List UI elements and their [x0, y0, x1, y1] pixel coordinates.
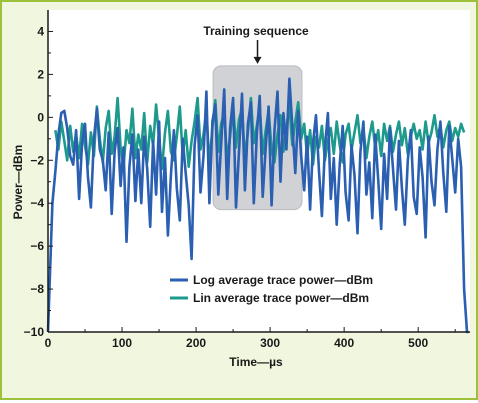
x-tick-label: 0: [45, 336, 52, 350]
legend: Log average trace power—dBm Lin average …: [170, 273, 373, 305]
y-tick-label: −2: [30, 153, 44, 167]
power-vs-time-chart: 0 100 200 300 400 500 4 2 0 −2 −4 −6 −8 −10 Training …: [11, 10, 470, 369]
y-tick-label: −8: [30, 282, 44, 296]
x-axis-label: Time—µs: [229, 355, 283, 369]
annotation-arrow-head: [253, 56, 262, 64]
y-tick-label: 0: [37, 110, 44, 124]
legend-label-lin: Lin average trace power—dBm: [193, 291, 369, 305]
y-axis-label: Power—dBm: [11, 145, 25, 220]
legend-label-log: Log average trace power—dBm: [193, 273, 373, 287]
series-line-log-average: [46, 77, 469, 334]
x-tick-label: 300: [260, 336, 280, 350]
x-tick-label: 100: [112, 336, 132, 350]
x-tick-label: 500: [408, 336, 428, 350]
annotation-label: Training sequence: [203, 24, 309, 38]
x-tick-label: 200: [186, 336, 206, 350]
y-tick-label: −6: [30, 239, 44, 253]
x-tick-label: 400: [334, 336, 354, 350]
y-tick-label: −10: [24, 325, 45, 339]
y-tick-label: 4: [37, 24, 44, 38]
y-tick-label: 2: [37, 67, 44, 81]
y-tick-label: −4: [30, 196, 44, 210]
